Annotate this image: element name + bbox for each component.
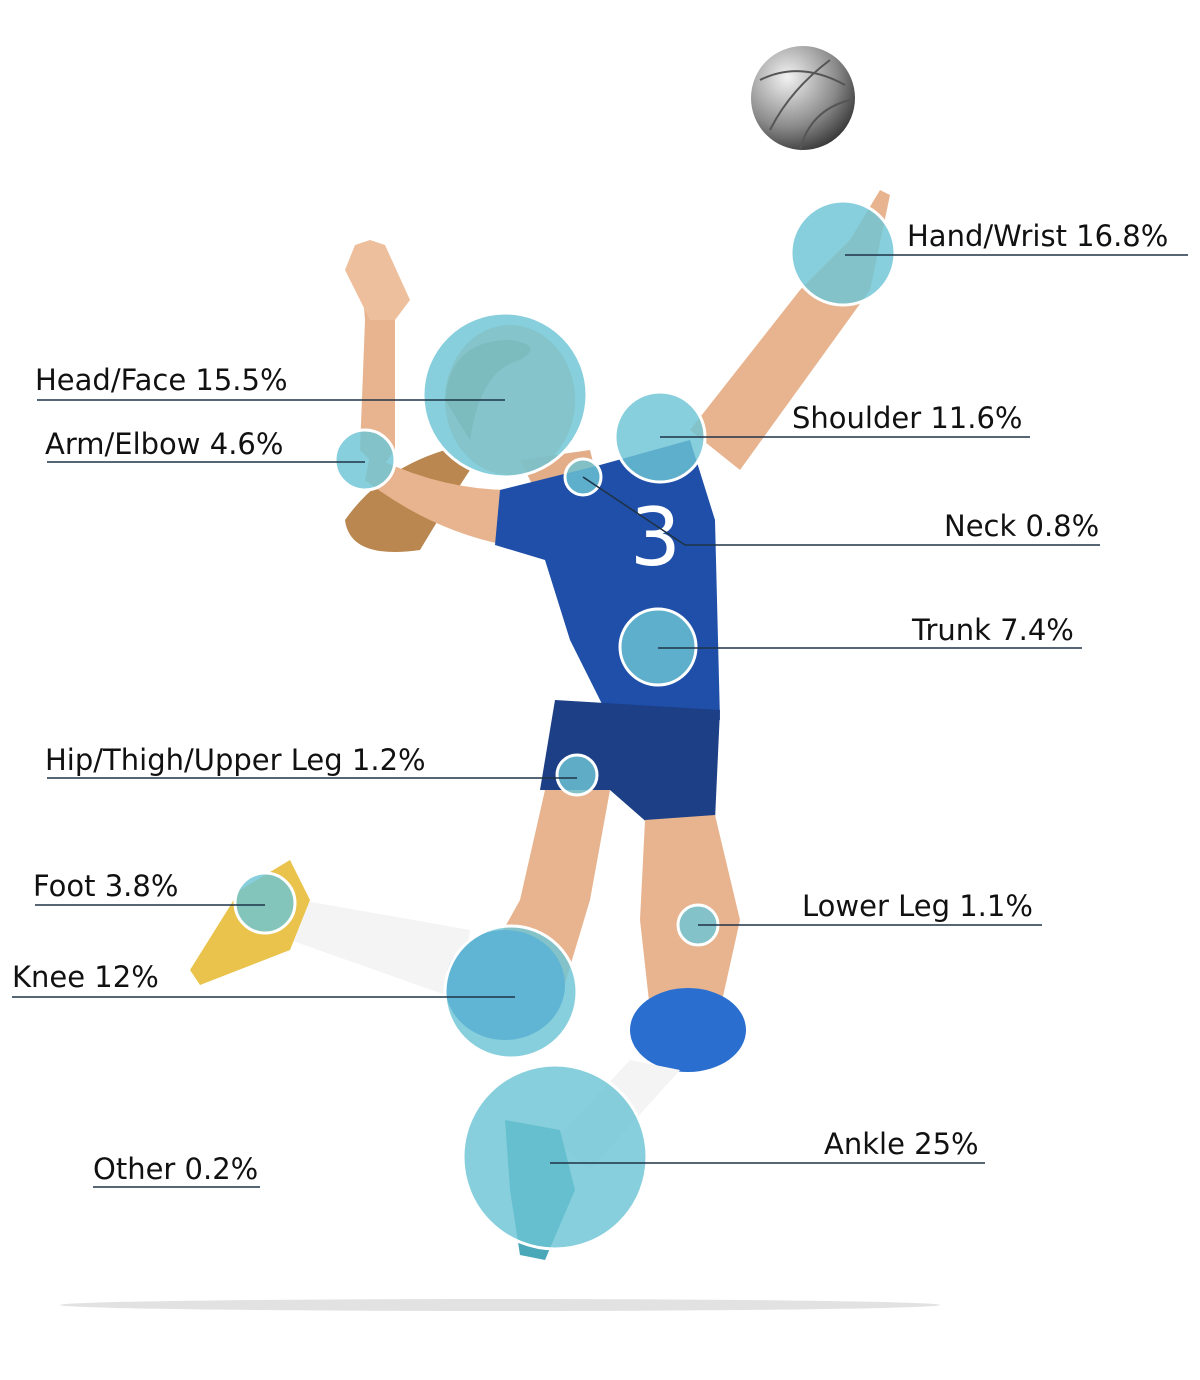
region-percent: 4.6%	[200, 427, 284, 461]
region-name: Hand/Wrist	[907, 219, 1067, 253]
region-percent: 15.5%	[186, 363, 288, 397]
knee-label: Knee 12%	[12, 963, 159, 992]
region-percent: 3.8%	[95, 869, 179, 903]
ankle-marker	[461, 1063, 649, 1251]
region-percent: 0.8%	[1016, 509, 1100, 543]
region-name: Foot	[33, 869, 96, 903]
arm-elbow-marker	[333, 428, 397, 492]
region-name: Knee	[12, 960, 86, 994]
region-percent: 0.2%	[175, 1152, 259, 1186]
lower-leg-label: Lower Leg 1.1%	[802, 892, 1033, 921]
region-name: Other	[93, 1152, 176, 1186]
floor-shadow	[60, 1299, 940, 1311]
volleyball-icon	[751, 46, 855, 151]
trunk-label: Trunk 7.4%	[912, 616, 1074, 645]
knee-marker	[443, 924, 579, 1060]
foot-label: Foot 3.8%	[33, 872, 178, 901]
region-percent: 11.6%	[921, 401, 1023, 435]
head-face-marker	[421, 311, 589, 479]
region-percent: 12%	[85, 960, 159, 994]
region-name: Trunk	[912, 613, 991, 647]
arm-elbow-label: Arm/Elbow 4.6%	[45, 430, 283, 459]
hand-wrist-label: Hand/Wrist 16.8%	[907, 222, 1168, 251]
region-name: Shoulder	[792, 401, 922, 435]
other-label: Other 0.2%	[93, 1155, 258, 1184]
region-percent: 25%	[904, 1127, 979, 1161]
hand-wrist-marker	[789, 199, 897, 307]
neck-label: Neck 0.8%	[944, 512, 1099, 541]
region-percent: 16.8%	[1066, 219, 1169, 253]
region-name: Lower Leg	[802, 889, 950, 923]
region-name: Head/Face	[35, 363, 187, 397]
head-face-label: Head/Face 15.5%	[35, 366, 288, 395]
region-percent: 1.1%	[950, 889, 1033, 923]
hip-thigh-marker	[555, 753, 599, 797]
region-name: Arm/Elbow	[45, 427, 201, 461]
hip-thigh-label: Hip/Thigh/Upper Leg 1.2%	[45, 746, 426, 775]
ankle-label: Ankle 25%	[824, 1130, 979, 1159]
region-percent: 7.4%	[990, 613, 1074, 647]
region-name: Hip/Thigh/Upper Leg	[45, 743, 343, 777]
region-name: Neck	[944, 509, 1017, 543]
trunk-marker	[618, 607, 698, 687]
region-percent: 1.2%	[342, 743, 426, 777]
neck-leader-line	[582, 476, 1100, 546]
shoulder-label: Shoulder 11.6%	[792, 404, 1023, 433]
foot-marker	[233, 871, 297, 935]
region-name: Ankle	[824, 1127, 905, 1161]
